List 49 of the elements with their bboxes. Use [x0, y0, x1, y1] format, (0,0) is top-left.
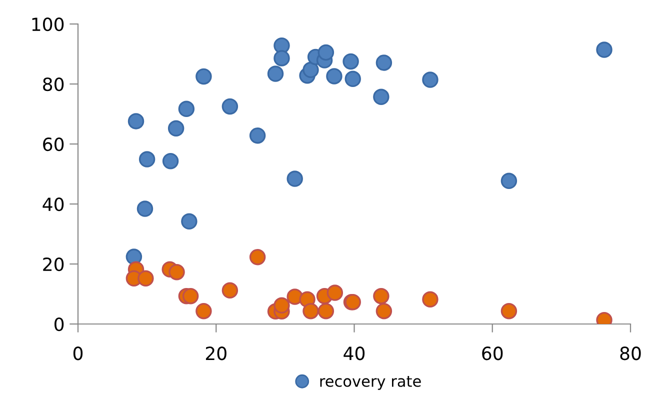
point	[326, 68, 342, 84]
point	[162, 152, 179, 170]
x-tick-label: 80	[620, 346, 641, 360]
x-tick-label: 40	[344, 346, 365, 360]
point	[196, 302, 212, 320]
y-tick-label: 100	[32, 17, 64, 32]
point	[181, 213, 198, 230]
point	[596, 42, 612, 58]
point	[422, 291, 438, 308]
point	[274, 297, 290, 314]
point	[318, 44, 334, 61]
point	[274, 50, 290, 66]
point	[376, 302, 392, 320]
point	[342, 53, 359, 70]
point	[376, 54, 392, 71]
point	[302, 62, 319, 78]
x-tick-label: 20	[206, 346, 226, 360]
y-tick-label: 80	[43, 77, 64, 92]
point	[182, 288, 199, 304]
point	[500, 172, 518, 190]
point	[318, 302, 334, 320]
point	[136, 200, 154, 217]
point	[326, 284, 344, 301]
point	[196, 68, 212, 85]
point	[222, 282, 238, 299]
point	[128, 113, 144, 130]
y-tick-label: 20	[43, 257, 64, 272]
point	[168, 120, 184, 137]
point	[344, 70, 361, 88]
point	[168, 264, 185, 280]
point	[373, 88, 390, 106]
point	[249, 248, 266, 266]
point	[138, 151, 156, 168]
point	[267, 66, 284, 82]
point	[178, 100, 195, 118]
point	[138, 270, 154, 287]
y-tick-label: 0	[54, 317, 64, 332]
point	[500, 302, 518, 320]
legend-label: recovery rate	[320, 376, 421, 390]
x-tick-label: 60	[482, 346, 503, 360]
y-tick-label: 60	[43, 137, 64, 152]
point	[422, 72, 438, 88]
point	[249, 127, 266, 144]
point	[302, 302, 319, 320]
y-tick-label: 40	[42, 197, 64, 212]
point	[222, 98, 238, 115]
point	[373, 288, 390, 304]
point	[286, 170, 303, 187]
x-tick-label: 0	[73, 346, 83, 360]
